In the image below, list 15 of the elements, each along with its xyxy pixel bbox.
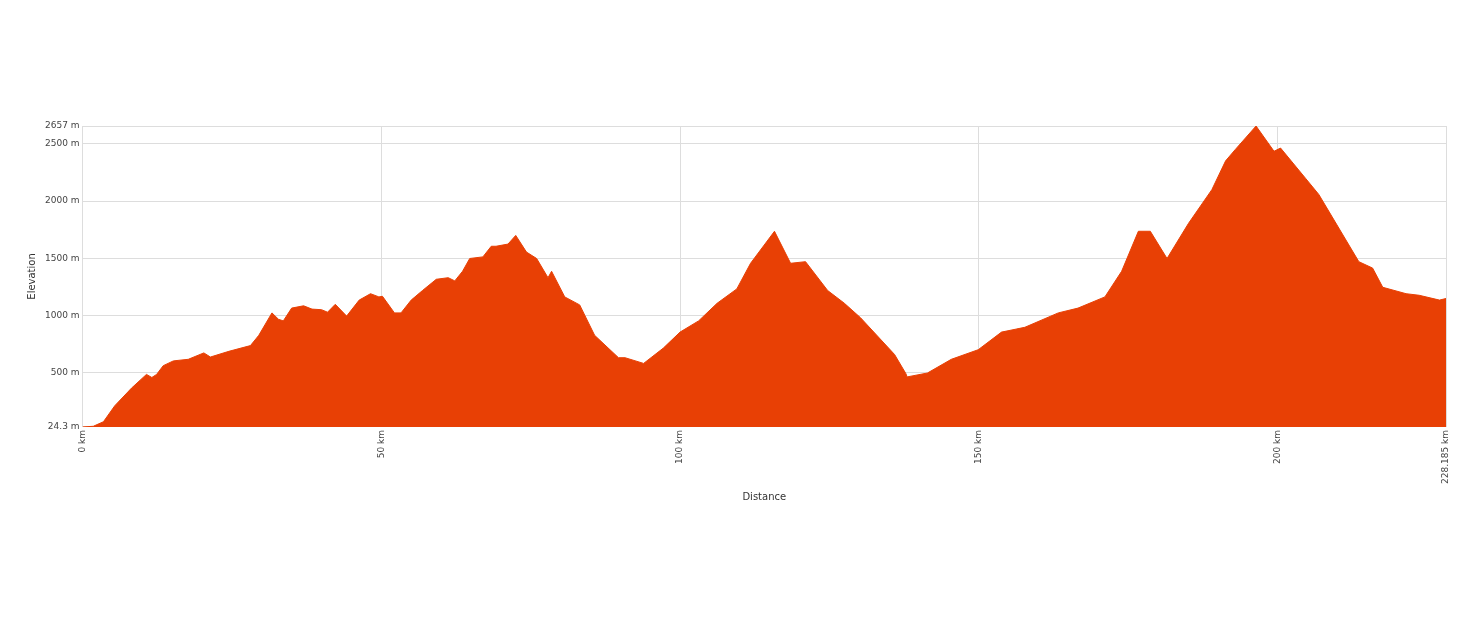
y-tick-label: 2000 m	[44, 195, 80, 206]
y-tick-label: 2500 m	[44, 138, 80, 149]
y-tick-label: 2657 m	[44, 120, 80, 131]
x-axis-title: Distance	[742, 490, 787, 502]
x-tick-label: 50 km	[375, 429, 386, 459]
x-tick-label: 100 km	[674, 429, 685, 464]
x-tick-label: 0 km	[76, 429, 87, 453]
y-tick-label: 1500 m	[44, 252, 80, 263]
x-tick-label: 228.185 km	[1440, 429, 1451, 485]
x-tick-label: 150 km	[973, 429, 984, 464]
x-tick-label: 200 km	[1271, 429, 1282, 464]
y-tick-label: 24.3 m	[47, 421, 80, 432]
y-tick-label: 1000 m	[44, 309, 80, 320]
y-tick-label: 500 m	[50, 366, 80, 377]
y-axis-title: Elevation	[25, 253, 37, 300]
